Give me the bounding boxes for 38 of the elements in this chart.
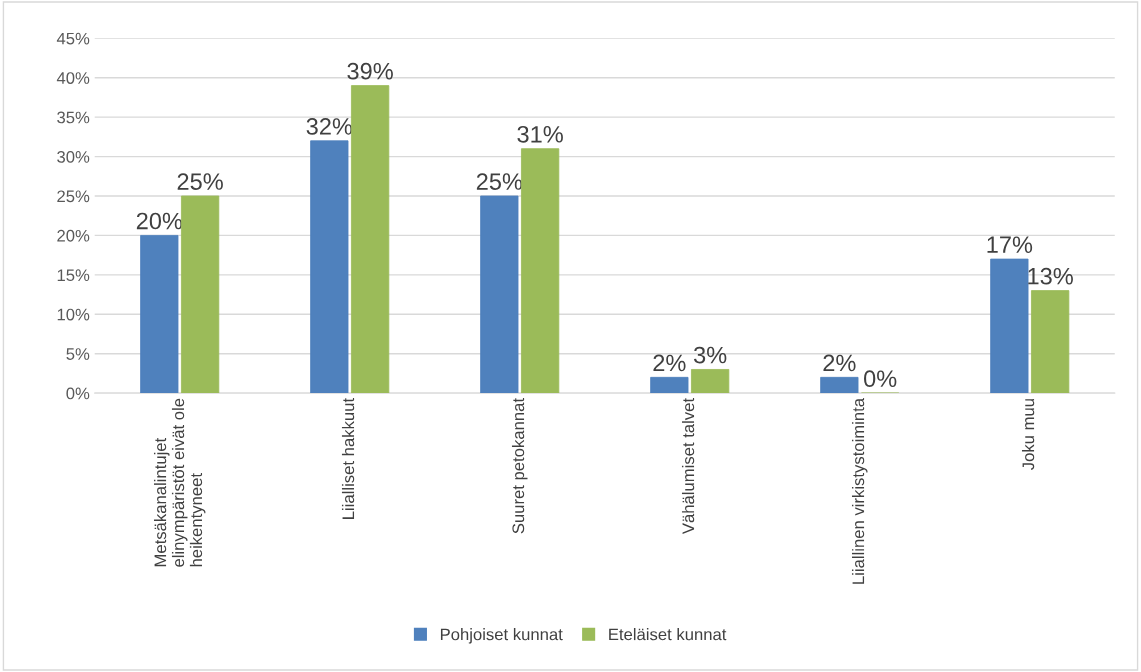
y-tick-label: 15%: [57, 269, 90, 282]
data-label: 2%: [823, 354, 856, 372]
x-tick-label: Metsäkanalintujet elinympäristöt eivät ole heikentyneet: [153, 398, 206, 567]
y-tick-label: 10%: [57, 308, 90, 321]
legend-label: Pohjoiset kunnat: [440, 628, 563, 644]
bar: [691, 369, 730, 394]
x-tick-label: Liiallinen virkistystoiminta: [851, 397, 868, 584]
y-tick-label: 25%: [57, 190, 90, 203]
x-tick-label: Liialliset hakkuut: [341, 398, 355, 519]
bar: [140, 235, 179, 394]
bar: [1031, 290, 1070, 394]
data-label: 13%: [1028, 267, 1073, 285]
data-label: 25%: [177, 173, 223, 190]
bar: [521, 148, 560, 394]
bar: [820, 376, 859, 394]
data-label: 0%: [864, 370, 897, 388]
data-label: 31%: [517, 125, 563, 143]
bar: [180, 195, 220, 394]
bar: [650, 376, 689, 394]
data-label: 17%: [987, 236, 1033, 253]
y-tick-label: 45%: [56, 32, 90, 45]
x-tick-label: Vähälumiset talvet: [681, 398, 695, 535]
data-label: 39%: [347, 62, 393, 80]
data-label: 2%: [653, 354, 686, 372]
y-tick-label: 20%: [57, 229, 90, 242]
y-tick-label: 40%: [56, 72, 90, 84]
x-tick-label: Joku muu: [1021, 399, 1035, 470]
data-label: 3%: [693, 346, 727, 364]
bar: [351, 85, 390, 394]
bar: [480, 195, 519, 394]
bar: [990, 258, 1029, 394]
y-tick-label: 0%: [66, 387, 90, 400]
y-tick-label: 35%: [57, 111, 90, 124]
legend-label: Eteläiset kunnat: [609, 628, 727, 641]
y-tick-label: 30%: [57, 150, 90, 163]
x-tick-label: Suuret petokannat: [511, 398, 528, 534]
y-tick-label: 5%: [66, 348, 90, 360]
bar: [310, 140, 349, 394]
